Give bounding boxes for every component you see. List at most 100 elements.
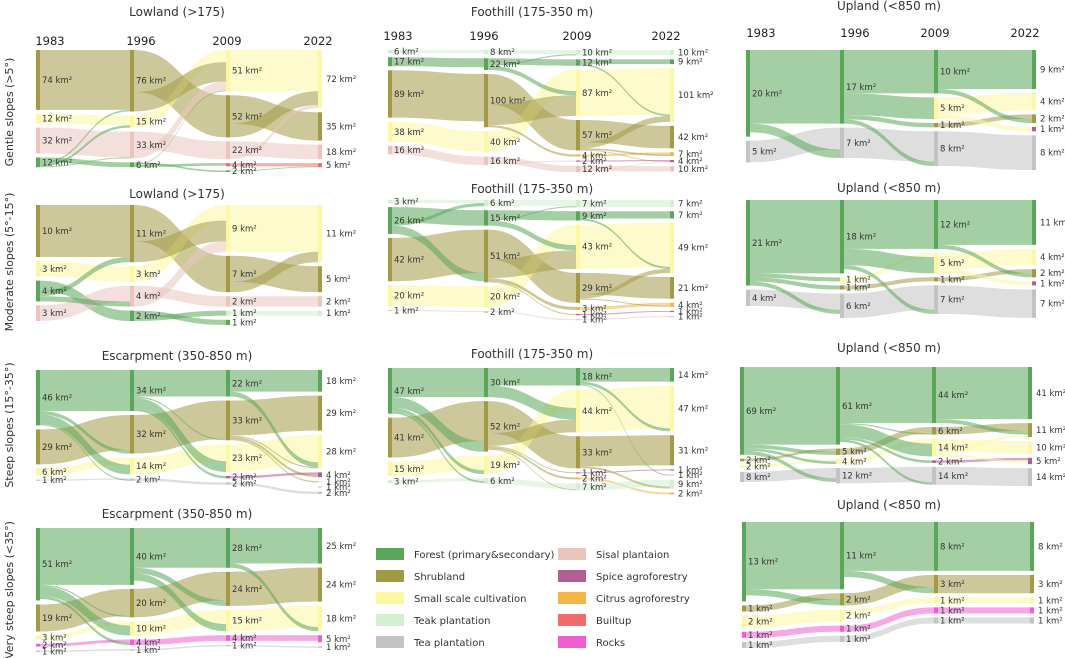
node-forest <box>226 319 230 325</box>
node-teak <box>670 200 674 208</box>
value-label: 6 km² <box>846 302 871 312</box>
node-tea <box>840 635 844 642</box>
value-label: 87 km² <box>582 89 612 99</box>
flow-sisal <box>134 81 226 159</box>
node-small <box>36 635 40 640</box>
value-label: 3 km² <box>394 478 419 488</box>
value-label: 24 km² <box>326 581 356 591</box>
value-label: 1 km² <box>748 605 773 615</box>
value-label: 1 km² <box>326 643 351 653</box>
flow-small <box>392 455 484 477</box>
flow-forest <box>392 368 484 398</box>
year-label: 1983 <box>746 26 775 40</box>
node-small <box>318 434 322 469</box>
flow-forest <box>230 166 318 172</box>
node-shrub <box>388 70 392 118</box>
value-label: 1 km² <box>678 307 703 317</box>
legend-swatch <box>558 592 586 604</box>
node-shrub <box>742 605 746 612</box>
node-small <box>576 389 580 433</box>
flow-sisal <box>488 156 576 173</box>
value-label: 1 km² <box>326 309 351 319</box>
value-label: 1 km² <box>136 646 161 656</box>
value-label: 10 km² <box>678 165 708 175</box>
flow-rocks <box>40 639 130 647</box>
flow-forest <box>750 50 840 124</box>
value-label: 2 km² <box>232 297 257 307</box>
flow-forest <box>134 396 226 441</box>
node-tea <box>934 131 938 166</box>
flow-forest <box>938 50 1032 89</box>
node-forest <box>226 370 230 397</box>
value-label: 100 km² <box>490 97 526 107</box>
node-tea <box>226 644 230 647</box>
value-label: 4 km² <box>678 301 703 311</box>
node-small <box>670 385 674 432</box>
value-label: 11 km² <box>136 230 166 240</box>
flow-rocks <box>844 607 934 632</box>
panel-title: Foothill (175-350 m) <box>471 182 593 196</box>
node-forest <box>1030 522 1034 571</box>
flow-forest <box>488 65 576 96</box>
node-tea <box>740 471 744 482</box>
node-small <box>840 277 844 282</box>
value-label: 8 km² <box>940 542 965 552</box>
node-builtup <box>226 163 230 167</box>
node-sisal <box>226 296 230 307</box>
node-tea <box>746 289 750 306</box>
node-small <box>1030 597 1034 604</box>
node-spice <box>226 475 230 479</box>
node-forest <box>934 50 938 94</box>
value-label: 49 km² <box>678 244 708 254</box>
value-label: 2 km² <box>678 489 703 499</box>
node-small <box>36 468 40 476</box>
value-label: 18 km² <box>326 377 356 387</box>
node-teak <box>484 478 488 484</box>
value-label: 9 km² <box>1040 66 1065 76</box>
node-small <box>670 222 674 274</box>
value-label: 25 km² <box>326 542 356 552</box>
legend-swatch <box>376 570 404 582</box>
value-label: 2 km² <box>582 157 607 167</box>
node-tea <box>932 466 936 485</box>
legend-label: Builtup <box>596 616 631 627</box>
flow-forest <box>936 419 1028 435</box>
node-forest <box>840 50 844 124</box>
flow-shrub <box>580 298 670 307</box>
value-label: 7 km² <box>582 483 607 493</box>
value-label: 32 km² <box>42 137 72 147</box>
nodes: 20 km² 5 km² 17 km² 7 km² 10 km² 5 km² 1 km² 8 … <box>746 50 1065 170</box>
node-shrub <box>130 205 134 263</box>
legend-item-citrus: Citrus agroforestry <box>558 592 690 605</box>
flow-forest <box>844 50 934 94</box>
value-label: 2 km² <box>326 489 351 499</box>
node-shrub <box>226 571 230 606</box>
node-sisal <box>388 309 392 312</box>
value-label: 1 km² <box>582 311 607 321</box>
value-label: 2 km² <box>1040 115 1065 125</box>
value-label: 3 km² <box>394 198 419 208</box>
nodes: 3 km² 26 km² 42 km² 20 km² 1 km² 6 km² 15 km² 5… <box>388 198 708 326</box>
flow-forest <box>844 522 934 571</box>
value-label: 4 km² <box>842 457 867 467</box>
value-label: 1 km² <box>940 275 965 285</box>
value-label: 1 km² <box>940 606 965 616</box>
flow-shrub <box>40 205 130 257</box>
legend-swatch <box>558 570 586 582</box>
flow-shrub <box>844 277 934 290</box>
value-label: 20 km² <box>394 292 424 302</box>
node-shrub <box>740 458 744 462</box>
value-label: 31 km² <box>678 446 708 456</box>
node-forest <box>130 370 134 411</box>
value-label: 1 km² <box>394 307 419 317</box>
nodes: 10 km² 3 km² 4 km² 3 km² 11 km² 3 km² 4 km² 2 k… <box>36 205 356 328</box>
panel-title: Foothill (175-350 m) <box>471 347 593 361</box>
legend-item-tea: Tea plantation <box>376 636 485 649</box>
year-label: 1983 <box>383 29 412 43</box>
flow-tea <box>844 617 934 642</box>
flow-forest <box>230 391 318 468</box>
value-label: 57 km² <box>582 131 612 141</box>
value-label: 52 km² <box>490 422 520 432</box>
node-small <box>934 597 938 604</box>
